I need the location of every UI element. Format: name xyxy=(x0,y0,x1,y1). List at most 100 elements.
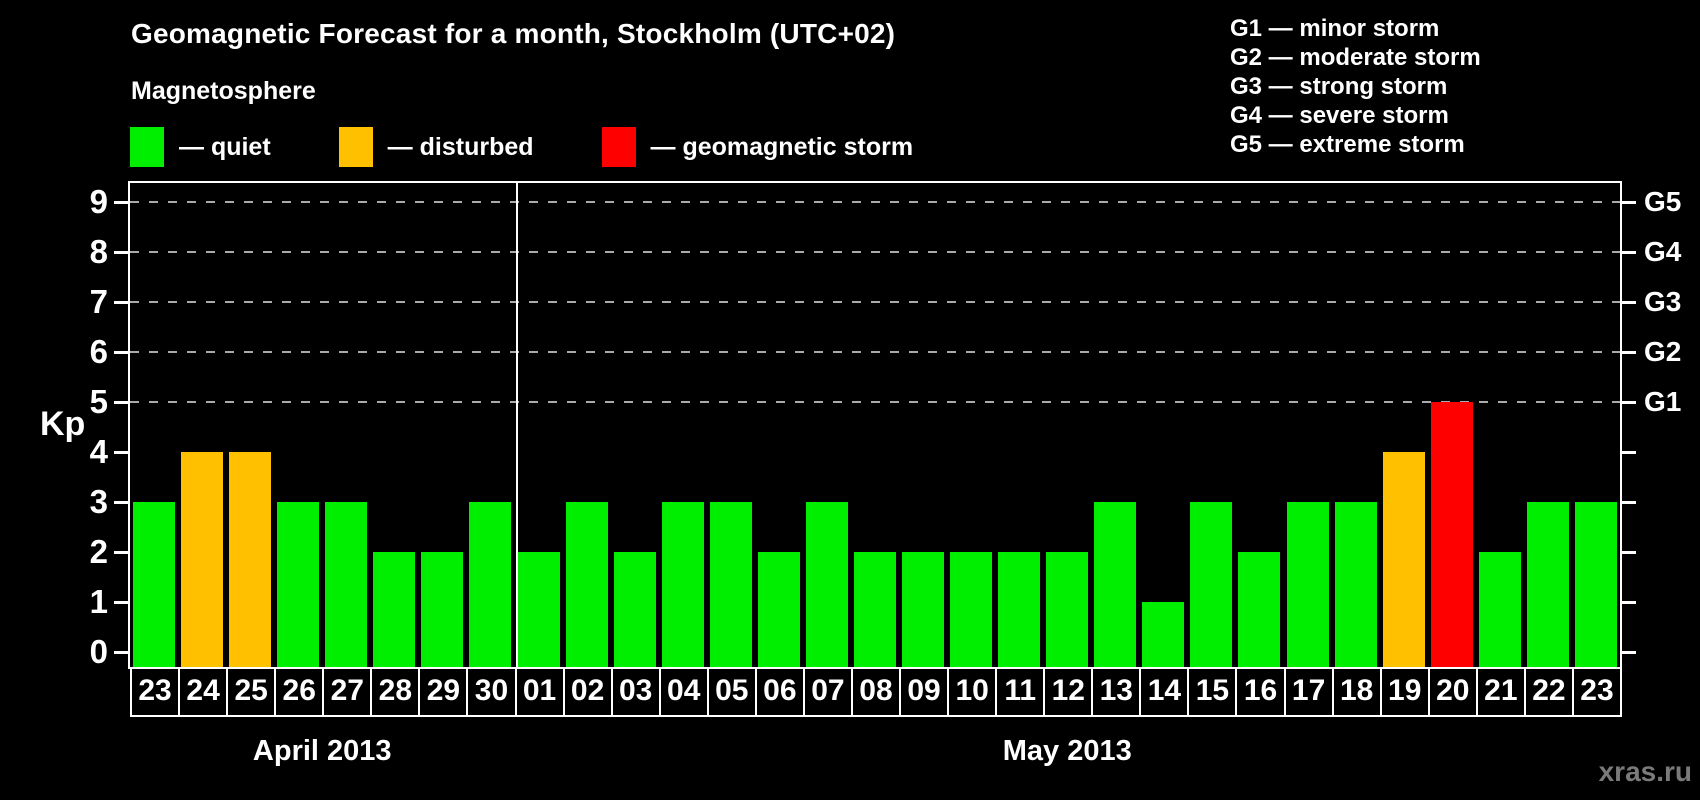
kp-bar xyxy=(373,552,416,667)
day-label-cell: 26 xyxy=(274,667,325,717)
right-axis-tick xyxy=(1622,451,1636,454)
kp-bar xyxy=(229,452,272,667)
right-axis-tick xyxy=(1622,351,1636,354)
day-label-cell: 20 xyxy=(1427,667,1478,717)
g-scale-legend-line: G3 — strong storm xyxy=(1230,73,1448,100)
kp-bar xyxy=(902,552,945,667)
g-scale-legend-line: G1 — minor storm xyxy=(1230,15,1440,42)
day-label-cell: 05 xyxy=(706,667,757,717)
day-label-cell: 16 xyxy=(1235,667,1286,717)
y-axis-tick-label: 2 xyxy=(89,533,108,570)
grid-line-kp8 xyxy=(130,251,1620,253)
kp-axis-title: Kp xyxy=(40,405,86,443)
right-axis-tick xyxy=(1622,251,1636,254)
kp-bar xyxy=(1526,502,1569,667)
kp-bar xyxy=(998,552,1041,667)
day-label-cell: 25 xyxy=(226,667,277,717)
kp-bar xyxy=(1238,552,1281,667)
g-scale-tick-label: G2 xyxy=(1644,336,1682,367)
kp-bar xyxy=(421,552,464,667)
kp-bar xyxy=(1334,502,1377,667)
day-label-cell: 27 xyxy=(322,667,373,717)
y-axis-tick-label: 5 xyxy=(89,383,108,420)
kp-bar xyxy=(1286,502,1329,667)
day-axis-row: 23 24 25 26 27 28 29 30 01 02 03 04 05 06 07 08 09 10 11 12… xyxy=(128,667,1631,717)
day-label-cell: 06 xyxy=(754,667,805,717)
month-label-april: April 2013 xyxy=(252,735,392,767)
y-axis-tick-label: 8 xyxy=(89,233,108,270)
g-scale-tick-label: G4 xyxy=(1644,236,1682,267)
legend-item-label: — geomagnetic storm xyxy=(650,132,914,161)
y-axis-tick-label: 9 xyxy=(89,183,108,220)
y-axis-tick xyxy=(114,651,128,654)
y-axis-tick-label: 0 xyxy=(89,633,108,670)
y-axis-tick xyxy=(114,551,128,554)
g-scale-tick-label: G1 xyxy=(1644,386,1682,417)
magnetosphere-heading: Magnetosphere xyxy=(131,77,316,105)
kp-bar xyxy=(1574,502,1617,667)
day-label-cell: 14 xyxy=(1139,667,1190,717)
kp-bar xyxy=(469,502,512,667)
day-label-cell: 08 xyxy=(850,667,902,717)
g-scale-legend-line: G4 — severe storm xyxy=(1230,102,1449,129)
kp-bar xyxy=(1142,602,1185,667)
y-axis-tick xyxy=(114,201,128,204)
day-label-cell: 21 xyxy=(1475,667,1526,717)
kp-bar xyxy=(1430,402,1473,667)
kp-bar xyxy=(1046,552,1089,667)
legend-item-quiet: — quiet xyxy=(130,127,271,167)
day-label-cell: 07 xyxy=(802,667,853,717)
y-axis-tick-label: 6 xyxy=(89,333,108,370)
quiet-color-swatch xyxy=(130,127,164,167)
day-label-cell: 18 xyxy=(1331,667,1382,717)
magnetosphere-legend: — quiet — disturbed — geomagnetic storm xyxy=(130,127,913,167)
y-axis-tick xyxy=(114,451,128,454)
month-separator-line xyxy=(516,183,519,667)
kp-bar xyxy=(1094,502,1137,667)
y-axis-tick-label: 3 xyxy=(89,483,108,520)
y-axis-tick-label: 4 xyxy=(89,433,108,470)
kp-bar xyxy=(325,502,368,667)
day-label-cell: 01 xyxy=(514,667,565,717)
grid-line-kp6 xyxy=(130,351,1620,353)
kp-bar xyxy=(709,502,752,667)
kp-bar xyxy=(757,552,800,667)
y-axis-tick-label: 1 xyxy=(89,583,108,620)
grid-line-kp5 xyxy=(130,401,1620,403)
legend-item-label: — quiet xyxy=(179,132,271,161)
kp-bar xyxy=(1190,502,1233,667)
day-label-cell: 30 xyxy=(466,667,517,717)
day-label-cell: 13 xyxy=(1091,667,1142,717)
kp-bar xyxy=(661,502,704,667)
g-scale-tick-label: G3 xyxy=(1644,286,1682,317)
grid-line-kp9 xyxy=(130,201,1620,203)
day-label-cell: 15 xyxy=(1187,667,1238,717)
right-axis-tick xyxy=(1622,551,1636,554)
right-axis-tick xyxy=(1622,201,1636,204)
kp-bar xyxy=(277,502,320,667)
y-axis-tick xyxy=(114,601,128,604)
legend-item-label: — disturbed xyxy=(387,132,534,161)
kp-bar xyxy=(805,502,848,667)
day-label-cell: 28 xyxy=(370,667,421,717)
day-label-cell: 11 xyxy=(995,667,1046,717)
day-label-cell: 23 xyxy=(1571,667,1622,717)
y-axis-tick xyxy=(114,351,128,354)
storm-color-swatch xyxy=(601,127,636,167)
y-axis-tick-label: 7 xyxy=(89,283,108,320)
day-label-cell: 22 xyxy=(1523,667,1574,717)
kp-bar xyxy=(950,552,993,667)
right-axis-tick xyxy=(1622,651,1636,654)
right-axis-tick xyxy=(1622,601,1636,604)
kp-bar xyxy=(133,502,175,667)
legend-item-storm: — geomagnetic storm xyxy=(601,127,914,167)
day-label-cell: 19 xyxy=(1379,667,1430,717)
kp-bar xyxy=(613,552,656,667)
day-label-cell: 24 xyxy=(178,667,229,717)
y-axis-tick xyxy=(114,301,128,304)
kp-bar xyxy=(1382,452,1425,667)
kp-bar xyxy=(1478,552,1521,667)
legend-item-disturbed: — disturbed xyxy=(338,127,534,167)
day-label-cell: 04 xyxy=(658,667,709,717)
